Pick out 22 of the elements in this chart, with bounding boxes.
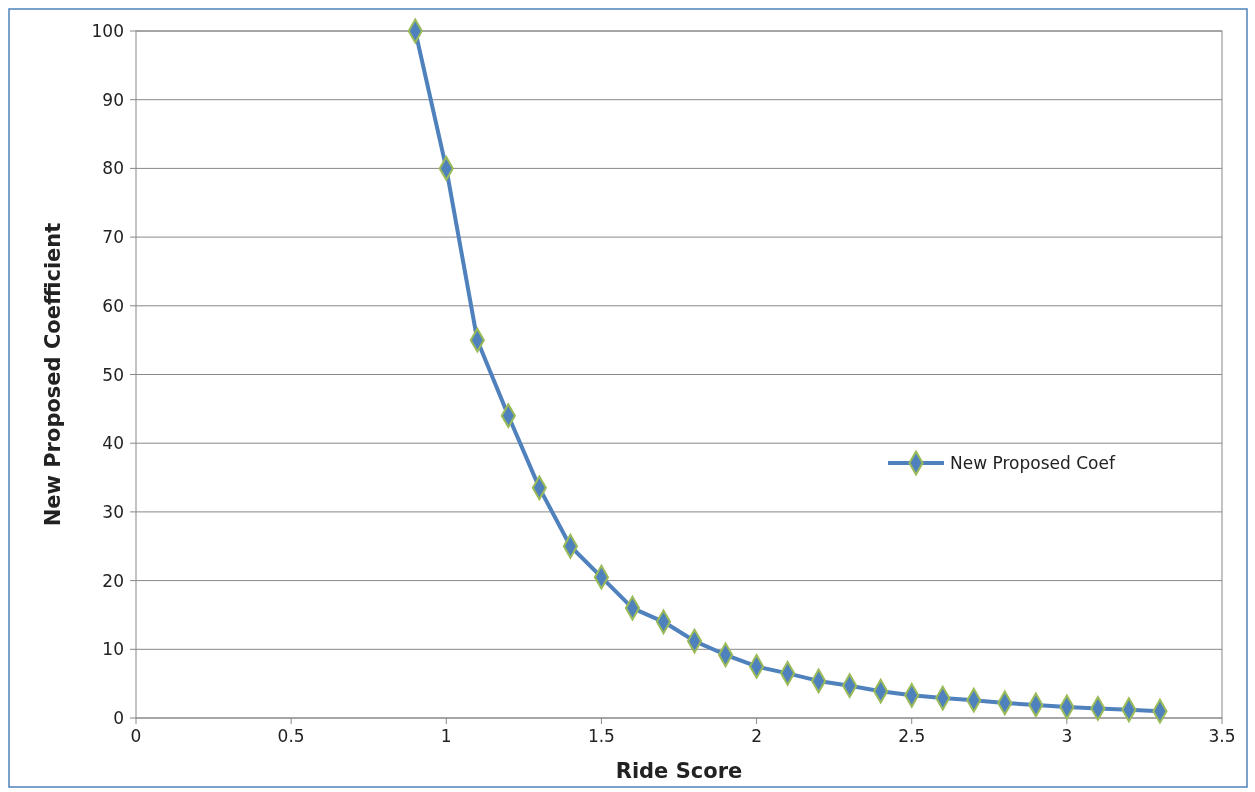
y-tick-label: 100 xyxy=(91,21,124,41)
x-tick-label: 0.5 xyxy=(277,726,305,746)
x-tick-label: 1 xyxy=(440,726,452,746)
legend-label: New Proposed Coef xyxy=(950,453,1116,473)
x-tick-label: 2.5 xyxy=(898,726,926,746)
x-tick-label: 1.5 xyxy=(587,726,615,746)
x-tick-label: 3.5 xyxy=(1208,726,1236,746)
y-tick-label: 90 xyxy=(102,89,124,110)
x-tick-label: 2 xyxy=(751,726,762,746)
y-tick-label: 50 xyxy=(102,364,124,385)
y-tick-label: 20 xyxy=(102,570,124,591)
y-tick-label: 60 xyxy=(102,295,124,316)
x-axis-title: Ride Score xyxy=(615,759,743,783)
y-tick-label: 80 xyxy=(102,158,124,179)
y-tick-label: 70 xyxy=(102,227,124,248)
x-tick-label: 0 xyxy=(130,726,142,746)
y-tick-label: 0 xyxy=(113,708,124,728)
y-tick-label: 10 xyxy=(102,639,124,660)
y-tick-label: 40 xyxy=(102,433,124,454)
y-tick-label: 30 xyxy=(102,501,124,522)
x-tick-label: 3 xyxy=(1061,726,1073,746)
y-axis-title: New Proposed Coefficient xyxy=(41,222,65,527)
